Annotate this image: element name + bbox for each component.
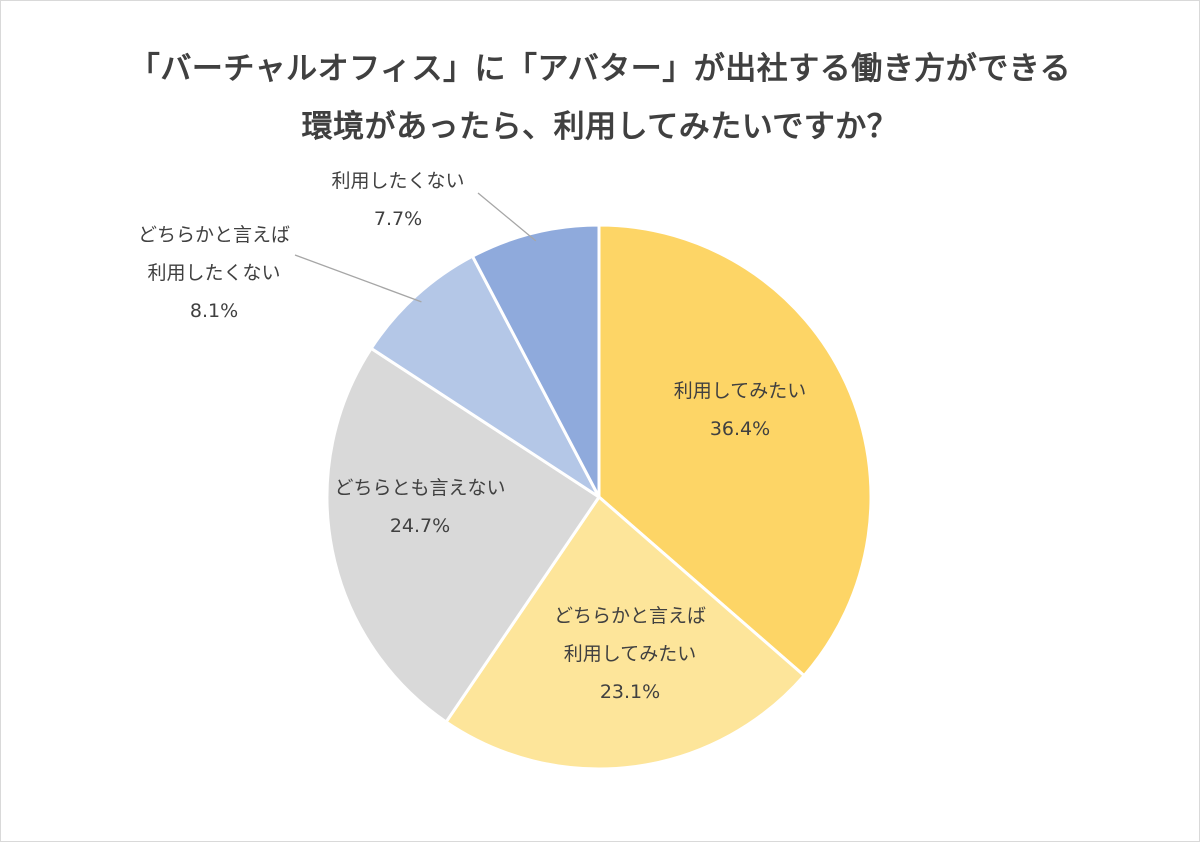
slice-value-label-1: 36.4% xyxy=(710,418,770,440)
chart-title: 「バーチャルオフィス」に「アバター」が出社する働き方ができる 環境があったら、利… xyxy=(0,40,1200,156)
slice-value-label-4: 8.1% xyxy=(190,300,238,322)
chart-title-line-1: 「バーチャルオフィス」に「アバター」が出社する働き方ができる xyxy=(128,51,1072,87)
leader-lines xyxy=(294,192,537,303)
slice-value-label-2: 23.1% xyxy=(600,681,660,703)
pie-slice-3 xyxy=(325,346,601,724)
slice-category-label-2: どちらかと言えば xyxy=(554,605,706,627)
slice-category-label-2: 利用してみたい xyxy=(564,643,696,665)
leader-line-4 xyxy=(294,254,422,303)
pie-slice-4 xyxy=(369,254,601,499)
slice-value-label-5: 7.7% xyxy=(374,208,422,230)
slice-category-label-5: 利用したくない xyxy=(331,170,464,192)
leader-line-5 xyxy=(477,192,537,242)
slice-category-label-4: どちらかと言えば xyxy=(138,224,290,246)
slice-category-label-1: 利用してみたい xyxy=(674,380,806,402)
pie-slices xyxy=(325,223,873,771)
pie-slice-1 xyxy=(597,223,873,678)
slice-value-label-3: 24.7% xyxy=(390,515,450,537)
pie-slice-2 xyxy=(444,495,806,771)
pie-slice-5 xyxy=(470,223,601,499)
chart-title-line-2: 環境があったら、利用してみたいですか？ xyxy=(301,109,899,145)
slice-category-label-4: 利用したくない xyxy=(147,262,280,284)
data-labels: 利用してみたい36.4%どちらかと言えば利用してみたい23.1%どちらとも言えな… xyxy=(138,170,806,703)
slice-category-label-3: どちらとも言えない xyxy=(334,477,505,499)
